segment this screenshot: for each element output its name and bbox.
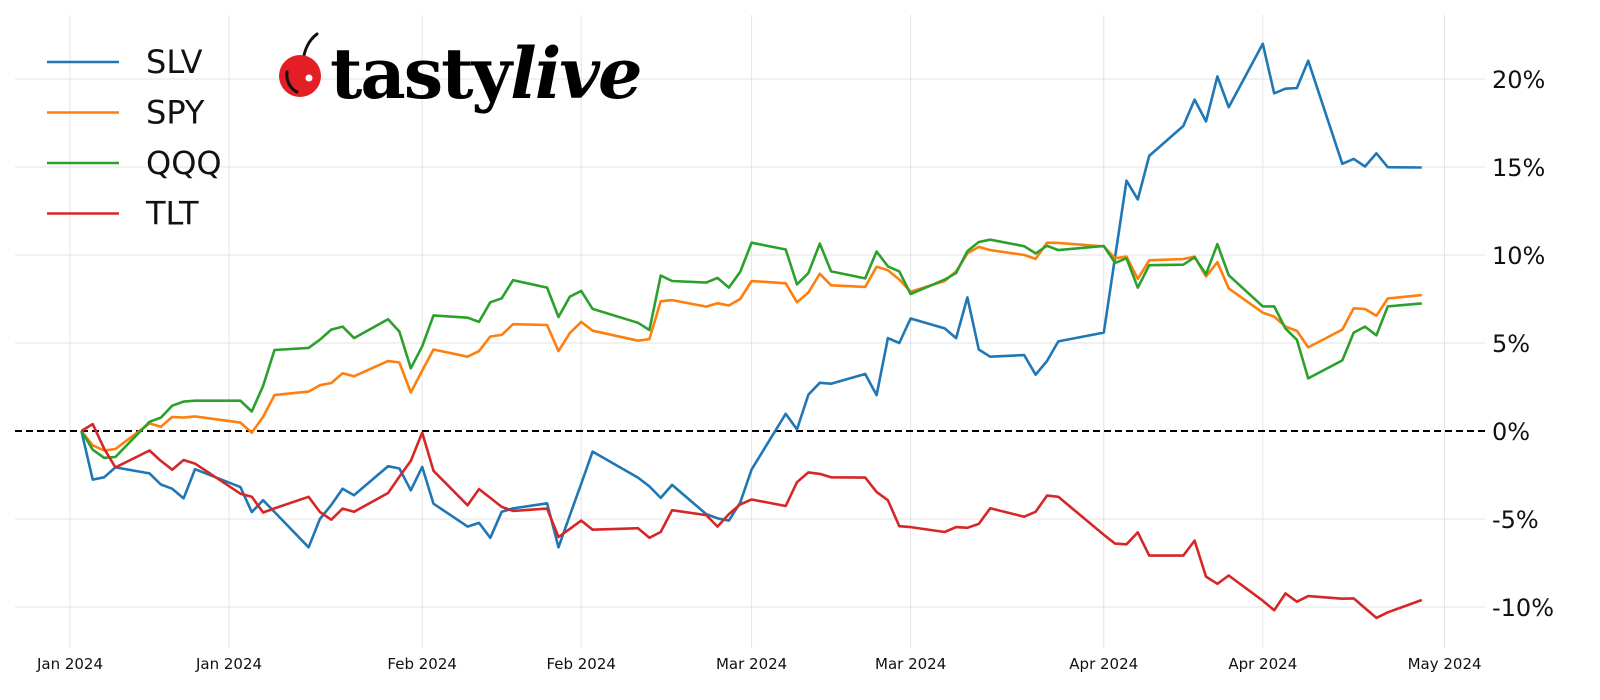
y-tick-label: 0% [1492, 418, 1530, 446]
y-tick-label: 5% [1492, 330, 1530, 358]
x-tick-label: Feb 2024 [387, 655, 457, 673]
tastylive-logo: tastylive [279, 32, 643, 115]
x-tick-label: Feb 2024 [546, 655, 616, 673]
x-axis-ticks: Jan 2024 Jan 2024 Feb 2024 Feb 2024 Mar 2024… [36, 655, 1482, 673]
y-axis-ticks: -10% -5% 0% 5% 10% 15% 20% [1492, 66, 1554, 622]
y-tick-label: 15% [1492, 154, 1545, 182]
x-tick-label: Mar 2024 [875, 655, 946, 673]
series-line-qqq [80, 238, 1422, 460]
series-line-tlt [80, 422, 1423, 620]
y-tick-label: 10% [1492, 242, 1545, 270]
x-tick-label: Jan 2024 [195, 655, 262, 673]
series-line-slv [80, 42, 1422, 549]
x-tick-label: May 2024 [1408, 655, 1482, 673]
legend: SLV SPY QQQ TLT [47, 43, 222, 233]
y-tick-label: 20% [1492, 66, 1545, 94]
x-tick-label: Apr 2024 [1069, 655, 1138, 673]
x-tick-label: Apr 2024 [1228, 655, 1297, 673]
legend-label-tlt: TLT [145, 195, 199, 233]
x-tick-label: Jan 2024 [36, 655, 103, 673]
legend-label-spy: SPY [146, 94, 205, 132]
logo-wordmark: tastylive [330, 32, 641, 115]
cherry-icon [279, 32, 321, 97]
x-tick-label: Mar 2024 [716, 655, 787, 673]
grid [15, 15, 1485, 648]
y-tick-label: -5% [1492, 506, 1539, 534]
y-tick-label: -10% [1492, 594, 1554, 622]
series-lines [80, 42, 1423, 620]
legend-label-qqq: QQQ [146, 144, 222, 182]
legend-label-slv: SLV [146, 43, 203, 81]
